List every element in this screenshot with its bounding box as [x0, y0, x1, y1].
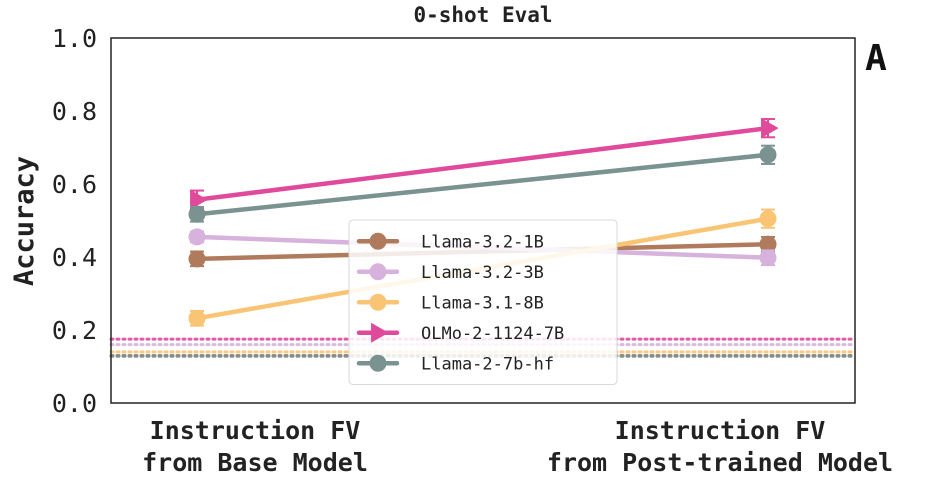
legend-label: Llama-3.2-1B [421, 232, 544, 252]
legend-label: OLMo-2-1124-7B [421, 324, 564, 344]
y-ticks: 0.0 0.2 0.4 0.6 0.8 1.0 [52, 24, 97, 418]
panel-label: A [865, 38, 887, 79]
point-4-1 [759, 146, 777, 164]
y-tick-label: 0.8 [52, 97, 97, 126]
y-tick-label: 0.4 [52, 243, 97, 272]
point-2-1 [759, 210, 777, 228]
x-category-label: from Base Model [142, 448, 368, 477]
point-2-0 [188, 309, 206, 327]
point-4-0 [188, 205, 206, 223]
chart-title: 0-shot Eval [413, 3, 552, 27]
y-axis-label: Accuracy [9, 156, 40, 286]
legend: Llama-3.2-1B Llama-3.2-3B Llama-3.1-8B OLMo… [348, 219, 618, 385]
x-category-label: Instruction FV [615, 416, 826, 445]
legend-swatch-marker-3 [371, 322, 389, 343]
point-3-1 [761, 118, 779, 139]
series-line-4 [194, 152, 771, 217]
point-0-0 [188, 250, 206, 268]
y-tick-label: 0.2 [52, 316, 97, 345]
x-category-labels: Instruction FV from Base Model Instruction… [142, 416, 893, 477]
legend-swatch-marker-0 [369, 232, 387, 250]
legend-label: Llama-2-7b-hf [421, 354, 554, 374]
series-line-3 [194, 125, 771, 202]
legend-swatch-marker-4 [369, 354, 387, 372]
y-tick-label: 0.6 [52, 170, 97, 199]
y-tick-label: 0.0 [52, 389, 97, 418]
x-category-label: Instruction FV [150, 416, 361, 445]
point-1-1 [759, 249, 777, 267]
legend-label: Llama-3.2-3B [421, 263, 544, 283]
legend-swatch-marker-1 [369, 263, 387, 281]
legend-swatch-marker-2 [369, 293, 387, 311]
y-tick-label: 1.0 [52, 24, 97, 53]
x-category-label: from Post-trained Model [547, 448, 893, 477]
plot-frame [110, 37, 856, 404]
legend-label: Llama-3.1-8B [421, 293, 544, 313]
legend-box [348, 219, 618, 385]
series-markers [188, 118, 779, 327]
point-1-0 [188, 228, 206, 246]
point-3-0 [190, 189, 208, 210]
